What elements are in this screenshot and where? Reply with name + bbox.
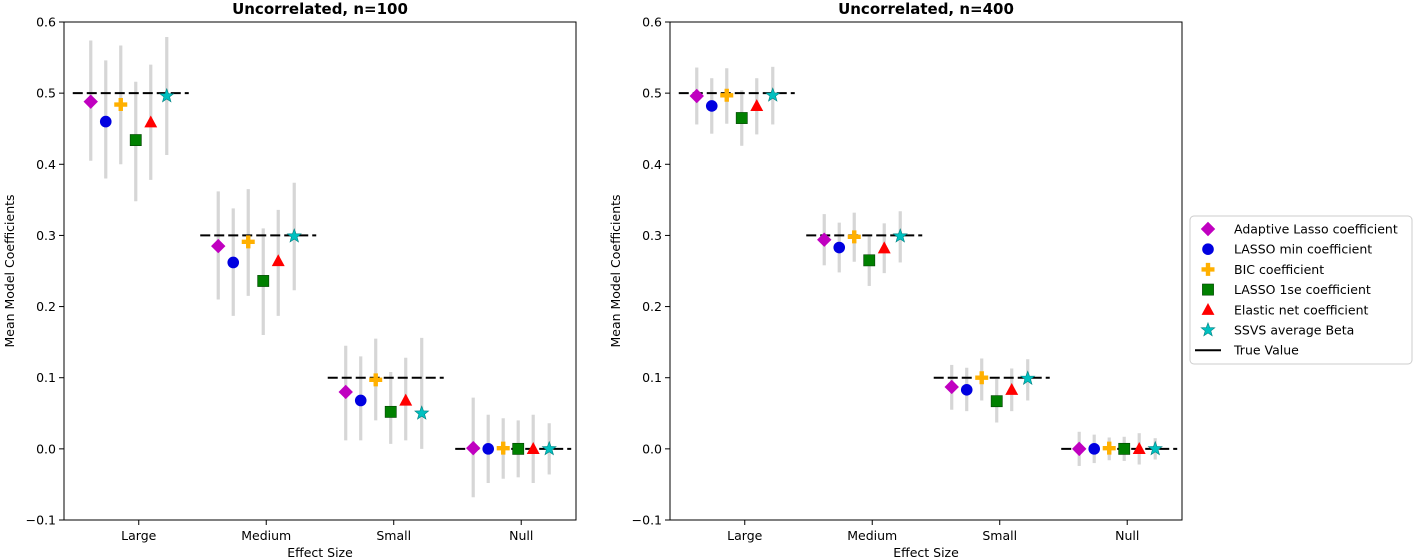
legend: Adaptive Lasso coefficient LASSO min coef… (1189, 215, 1413, 365)
y-tick-label: 0.1 (642, 370, 662, 385)
legend-label: True Value (1233, 343, 1299, 358)
y-axis-label: Mean Model Coefficients (2, 194, 17, 347)
data-point (1005, 383, 1019, 395)
data-point (129, 134, 142, 146)
chart-title: Uncorrelated, n=100 (232, 0, 408, 18)
y-tick-label: 0.3 (36, 228, 56, 243)
data-point (705, 100, 718, 112)
data-point (765, 87, 781, 102)
data-point (512, 442, 525, 455)
legend-label: LASSO min coefficient (1234, 242, 1372, 257)
y-tick-label: 0.0 (36, 441, 56, 456)
data-point (817, 232, 832, 247)
data-point (257, 275, 270, 287)
y-tick-label: 0.4 (36, 157, 56, 172)
data-point (689, 88, 704, 104)
data-point (414, 405, 430, 420)
data-point (83, 94, 98, 109)
data-point (211, 238, 226, 254)
x-tick-label: Small (376, 528, 411, 543)
y-tick-label: 0.2 (36, 299, 56, 314)
legend-label: Elastic net coefficient (1234, 302, 1369, 317)
data-point (877, 241, 891, 254)
chart-panel-1: Uncorrelated, n=100 −0.1 0.0 0.1 0.2 0.3 0.4 0.… (2, 0, 577, 560)
data-point (1088, 443, 1101, 455)
data-point (1102, 441, 1116, 455)
data-point (526, 442, 540, 454)
data-point (144, 115, 158, 128)
data-point (990, 395, 1003, 408)
data-point (496, 441, 510, 455)
y-tick-label: 0.6 (36, 15, 56, 30)
x-tick-label: Medium (241, 528, 291, 543)
legend-label: SSVS average Beta (1234, 323, 1354, 338)
data-point (338, 384, 353, 400)
x-axis-label: Effect Size (893, 545, 959, 560)
data-point (399, 393, 413, 406)
chart-panel-2: Uncorrelated, n=400 −0.1 0.0 0.1 0.2 0.3 0.4 0.… (608, 0, 1183, 560)
data-point (960, 384, 973, 396)
legend-marker (1202, 243, 1214, 255)
chart-title: Uncorrelated, n=400 (838, 0, 1014, 18)
y-tick-label: 0.4 (642, 157, 662, 172)
data-point (384, 405, 397, 418)
data-point (271, 254, 285, 267)
data-point (720, 88, 734, 102)
legend-marker (1202, 283, 1214, 296)
x-tick-label: Null (1115, 528, 1139, 543)
data-point (241, 235, 255, 249)
legend-label: LASSO 1se coefficient (1234, 282, 1371, 297)
data-point (1020, 370, 1036, 385)
data-point (944, 379, 959, 395)
legend-label: BIC coefficient (1234, 262, 1324, 277)
data-point (1072, 441, 1087, 457)
y-axis-label: Mean Model Coefficients (608, 194, 623, 347)
y-tick-label: 0.5 (36, 86, 56, 101)
data-point (482, 443, 495, 455)
data-point (833, 241, 846, 254)
y-tick-label: 0.6 (642, 15, 662, 30)
legend-marker (1201, 303, 1215, 315)
legend-marker (1201, 262, 1215, 276)
x-tick-label: Null (509, 528, 533, 543)
legend-marker (1200, 221, 1216, 237)
x-axis-label: Effect Size (287, 545, 353, 560)
x-tick-label: Small (982, 528, 1017, 543)
data-point (892, 228, 908, 243)
legend-marker (1200, 321, 1216, 337)
data-point (1118, 442, 1131, 455)
data-point (847, 230, 861, 244)
data-point (735, 112, 748, 124)
plot-frame (669, 21, 1183, 521)
y-tick-label: 0.5 (642, 86, 662, 101)
plot-frame (63, 21, 577, 521)
y-tick-label: 0.2 (642, 299, 662, 314)
legend-label: Adaptive Lasso coefficient (1234, 222, 1398, 237)
data-point (1132, 442, 1146, 454)
data-point (466, 440, 481, 456)
y-tick-label: −0.1 (26, 513, 56, 528)
y-tick-label: 0.1 (36, 370, 56, 385)
data-point (863, 254, 876, 267)
y-tick-label: −0.1 (632, 513, 662, 528)
data-point (159, 87, 175, 103)
data-point (369, 373, 383, 387)
data-point (354, 394, 367, 407)
data-point (114, 98, 128, 112)
data-point (286, 228, 302, 243)
data-point (750, 99, 764, 112)
x-tick-label: Large (727, 528, 762, 543)
y-tick-label: 0.3 (642, 228, 662, 243)
x-tick-label: Medium (847, 528, 897, 543)
data-point (1147, 440, 1163, 456)
x-tick-label: Large (121, 528, 156, 543)
y-tick-label: 0.0 (642, 441, 662, 456)
data-point (541, 440, 557, 456)
data-point (99, 115, 112, 128)
data-point (975, 371, 989, 385)
legend-box (1189, 215, 1413, 365)
data-point (227, 256, 240, 269)
